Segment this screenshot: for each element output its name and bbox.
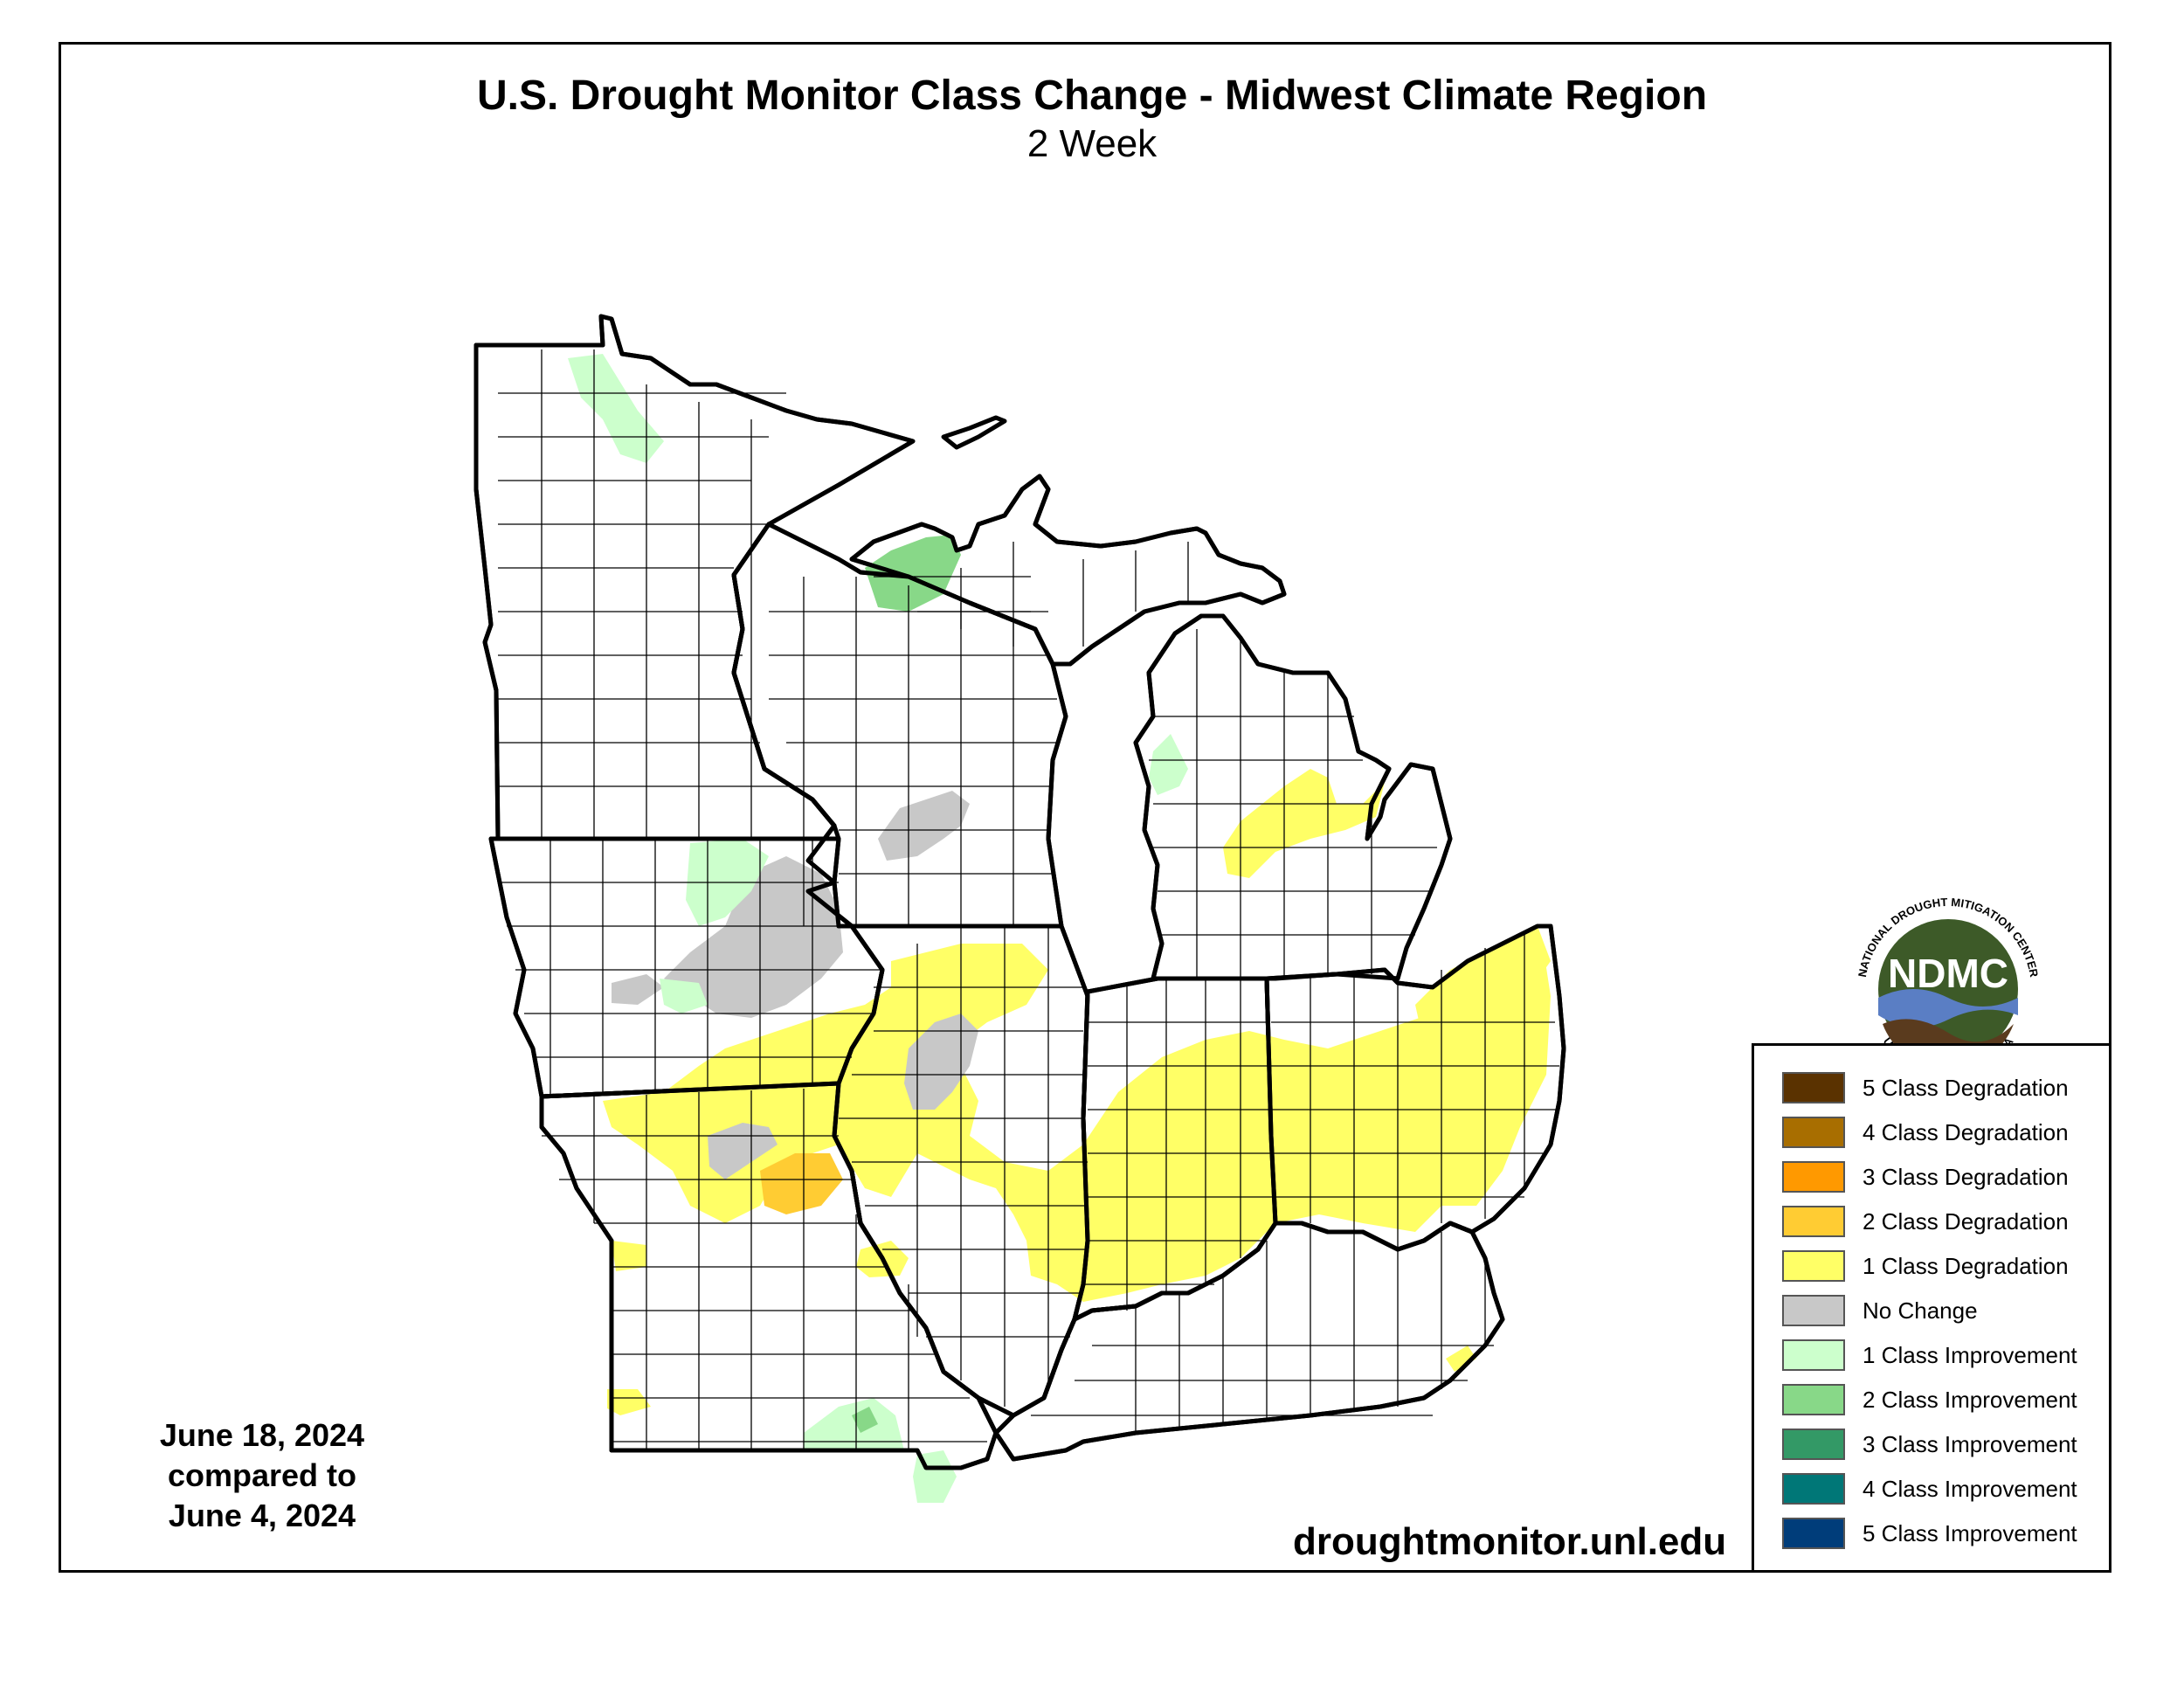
area-1-class-improvement-michigan xyxy=(1149,734,1188,795)
legend-label: No Change xyxy=(1863,1297,1978,1324)
area-1-class-improvement-mn-north xyxy=(568,354,664,463)
legend-item: 5 Class Degradation xyxy=(1782,1070,2069,1105)
legend-item: 3 Class Improvement xyxy=(1782,1427,2077,1462)
logo-water xyxy=(1878,989,2018,1027)
legend-item: 2 Class Improvement xyxy=(1782,1382,2077,1417)
legend-item: 2 Class Degradation xyxy=(1782,1204,2069,1239)
area-no-change-iowa-mn xyxy=(664,856,843,1018)
legend-swatch xyxy=(1782,1250,1845,1282)
area-2-class-degradation-mo xyxy=(760,1153,843,1214)
legend-label: 1 Class Improvement xyxy=(1863,1341,2077,1368)
legend-swatch xyxy=(1782,1072,1845,1103)
date-current: June 18, 2024 xyxy=(159,1417,365,1453)
legend-item: 5 Class Improvement xyxy=(1782,1516,2077,1551)
date-previous: June 4, 2024 xyxy=(168,1498,356,1533)
area-no-change-missouri xyxy=(708,1123,778,1180)
keweenaw-peninsula xyxy=(941,415,1007,450)
area-1-class-degradation-ky-east xyxy=(1446,1346,1476,1372)
map-subtitle: 2 Week xyxy=(1026,122,1158,165)
area-no-change-wisconsin xyxy=(878,791,970,861)
area-2-class-improvement-mo xyxy=(852,1407,878,1433)
date-compared-to: compared to xyxy=(167,1457,357,1493)
logo-acronym: NDMC xyxy=(1888,951,2008,996)
county-lines-iowa xyxy=(498,839,882,1097)
legend-swatch xyxy=(1782,1161,1845,1193)
area-1-class-improvement-mo-south xyxy=(804,1398,904,1450)
legend-swatch xyxy=(1782,1117,1845,1148)
legend-swatch xyxy=(1782,1473,1845,1505)
county-lines-indiana xyxy=(1083,979,1274,1311)
area-1-class-degradation-sw-mo xyxy=(612,1241,646,1271)
state-borders xyxy=(473,314,1566,1470)
county-lines-minnesota xyxy=(498,349,812,839)
legend-swatch xyxy=(1782,1206,1845,1237)
legend-swatch xyxy=(1782,1339,1845,1371)
legend-label: 4 Class Degradation xyxy=(1863,1118,2069,1145)
legend-label: 5 Class Improvement xyxy=(1863,1519,2077,1546)
legend-item: 1 Class Improvement xyxy=(1782,1338,2077,1373)
map-title: U.S. Drought Monitor Class Change - Midw… xyxy=(476,73,1708,119)
legend-swatch xyxy=(1782,1429,1845,1460)
legend-item: 3 Class Degradation xyxy=(1782,1159,2069,1194)
area-1-class-degradation-ohio-ne xyxy=(1415,926,1551,1048)
county-lines-missouri xyxy=(542,1089,987,1450)
county-lines-illinois xyxy=(839,926,1088,1407)
legend-label: 2 Class Improvement xyxy=(1863,1386,2077,1413)
county-lines-kentucky xyxy=(1031,1228,1494,1433)
legend-swatch xyxy=(1782,1518,1845,1549)
county-lines-wisconsin xyxy=(769,577,1057,926)
area-no-change-illinois xyxy=(904,1013,978,1110)
county-lines-michigan xyxy=(1149,629,1437,979)
website-url: droughtmonitor.unl.edu xyxy=(1293,1520,1727,1563)
legend-label: 4 Class Improvement xyxy=(1863,1475,2077,1502)
area-1-class-degradation-michigan xyxy=(1223,769,1385,878)
legend-label: 2 Class Degradation xyxy=(1863,1207,2069,1235)
legend-label: 3 Class Degradation xyxy=(1863,1163,2069,1190)
legend-item: 4 Class Degradation xyxy=(1782,1115,2069,1150)
legend-label: 3 Class Improvement xyxy=(1863,1430,2077,1457)
legend-label: 1 Class Degradation xyxy=(1863,1252,2069,1279)
area-1-class-degradation-s-mo xyxy=(607,1389,651,1415)
legend-item: No Change xyxy=(1782,1293,1978,1328)
change-areas xyxy=(568,354,1551,1503)
legend-label: 5 Class Degradation xyxy=(1863,1074,2069,1101)
legend-item: 4 Class Improvement xyxy=(1782,1471,2077,1506)
legend-swatch xyxy=(1782,1384,1845,1415)
date-comparison: June 18, 2024 compared to June 4, 2024 xyxy=(122,1415,402,1536)
area-2-class-improvement-up xyxy=(865,535,961,612)
legend: 5 Class Degradation 4 Class Degradation 3 … xyxy=(1752,1043,2111,1573)
area-1-class-improvement-iowa-mid xyxy=(660,979,708,1013)
legend-swatch xyxy=(1782,1295,1845,1326)
legend-item: 1 Class Degradation xyxy=(1782,1249,2069,1283)
area-no-change-iowa-west xyxy=(612,974,664,1005)
county-lines xyxy=(498,349,1559,1450)
area-1-class-degradation-central xyxy=(603,939,1551,1302)
county-lines-ohio xyxy=(1271,930,1559,1249)
